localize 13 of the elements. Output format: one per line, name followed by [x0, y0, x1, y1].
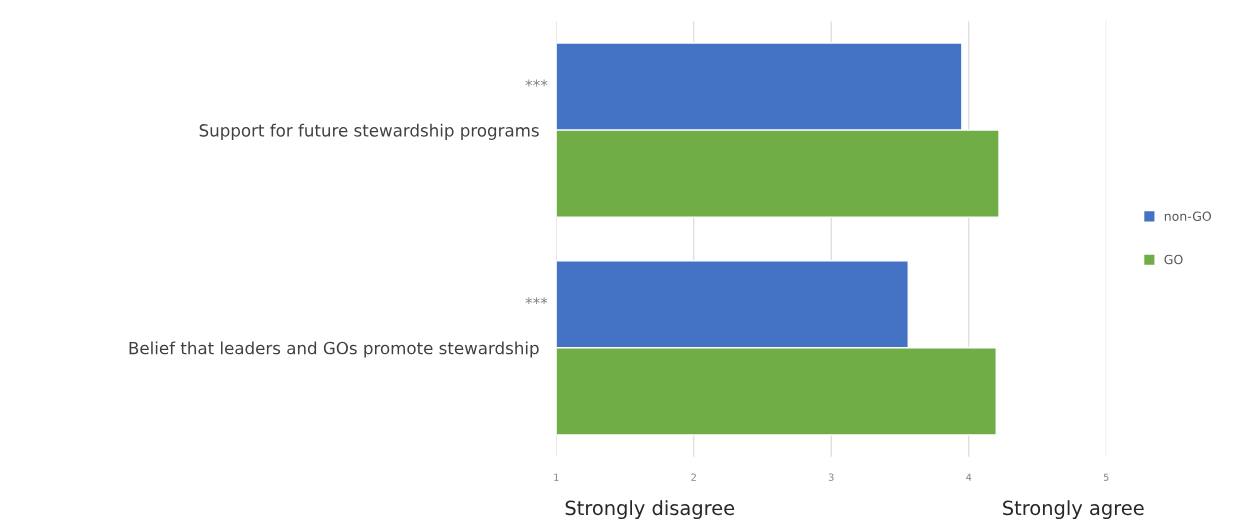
- legend-label: non-GO: [1164, 211, 1212, 221]
- y-tick-label: Support for future stewardship programs: [199, 123, 539, 140]
- y-tick-label: Belief that leaders and GOs promote stewardship: [129, 341, 539, 358]
- text: Strongly disagree: [565, 500, 735, 520]
- text: Strongly agree: [1003, 500, 1144, 520]
- x-tick-label: 4: [966, 473, 972, 481]
- x-tick-label: 3: [828, 473, 834, 481]
- legend-label: GO: [1164, 254, 1183, 265]
- text: ***: [525, 297, 548, 305]
- x-tick-label: 5: [1103, 473, 1109, 481]
- x-tick-label: 1: [554, 473, 559, 481]
- x-tick-label: 2: [691, 473, 696, 481]
- text: ***: [525, 79, 548, 87]
